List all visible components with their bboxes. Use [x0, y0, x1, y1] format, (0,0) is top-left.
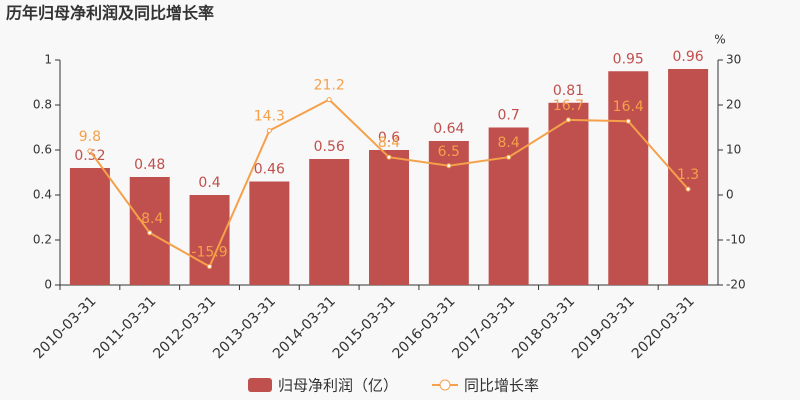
line-point [446, 163, 452, 169]
bar [369, 150, 409, 285]
y-tick-label: 0.4 [33, 188, 52, 202]
line-value-label: 9.8 [79, 129, 101, 145]
line-value-label: -15.9 [191, 245, 227, 261]
line-value-label: 16.7 [553, 98, 584, 114]
y2-tick-label: 10 [726, 143, 741, 157]
line-point [506, 154, 512, 160]
line-value-label: 8.4 [498, 135, 520, 151]
bar [69, 168, 110, 285]
bar-value-label: 0.56 [314, 139, 345, 155]
bar-value-label: 0.46 [254, 162, 285, 178]
legend-bar-swatch [248, 378, 272, 392]
x-tick-label: 2017-03-31 [449, 293, 518, 362]
y2-tick-label: 20 [726, 98, 741, 112]
line-point [87, 148, 93, 154]
bar [249, 181, 290, 285]
x-tick-label: 2015-03-31 [330, 293, 399, 362]
line-value-label: 16.4 [613, 99, 644, 115]
bar [309, 159, 350, 285]
line-value-label: 21.2 [314, 78, 345, 94]
y2-tick-label: -20 [726, 278, 746, 292]
x-tick-label: 2020-03-31 [629, 293, 698, 362]
bar [668, 69, 709, 285]
bar-value-label: 0.48 [134, 157, 165, 173]
y-tick-label: 0.6 [33, 143, 52, 157]
y2-unit: % [714, 33, 725, 47]
y2-tick-label: 30 [726, 53, 741, 67]
bar [548, 102, 589, 285]
line-point [565, 117, 571, 123]
x-tick-label: 2019-03-31 [569, 293, 638, 362]
legend-label: 同比增长率 [464, 377, 539, 395]
line-value-label: 1.3 [677, 167, 699, 183]
x-tick-label: 2018-03-31 [509, 293, 578, 362]
y-tick-label: 0 [44, 278, 52, 292]
y2-tick-label: -10 [726, 233, 746, 247]
bar-value-label: 0.64 [433, 121, 464, 137]
bar [488, 127, 529, 285]
legend-label: 归母净利润（亿） [278, 377, 398, 395]
line-value-label: 6.5 [438, 144, 460, 160]
x-tick-label: 2010-03-31 [31, 293, 100, 362]
y-tick-label: 0.2 [33, 233, 52, 247]
line-point [147, 230, 153, 236]
y-tick-label: 1 [44, 53, 52, 67]
line-point [207, 264, 213, 270]
bar-value-label: 0.96 [673, 49, 704, 65]
y-tick-label: 0.8 [33, 98, 52, 112]
line-value-label: 14.3 [254, 109, 285, 125]
line-value-label: 8.4 [378, 135, 400, 151]
x-tick-label: 2011-03-31 [91, 293, 160, 362]
bar-value-label: 0.7 [498, 108, 520, 124]
bar [608, 71, 649, 285]
line-value-label: -8.4 [136, 211, 163, 227]
x-tick-label: 2013-03-31 [210, 293, 279, 362]
y2-tick-label: 0 [726, 188, 734, 202]
line-point [266, 128, 272, 134]
bar-value-label: 0.6 [378, 130, 400, 146]
bar [428, 141, 469, 285]
line-point [625, 118, 631, 124]
line-point [326, 97, 332, 103]
bar-value-label: 0.4 [198, 175, 220, 191]
x-tick-label: 2014-03-31 [270, 293, 339, 362]
x-tick-label: 2012-03-31 [150, 293, 219, 362]
bar-value-label: 0.81 [553, 83, 584, 99]
bar [189, 195, 230, 285]
bar-value-label: 0.95 [613, 51, 644, 67]
chart-title: 历年归母净利润及同比增长率 [6, 4, 214, 23]
x-tick-label: 2016-03-31 [390, 293, 459, 362]
line-point [685, 186, 691, 192]
legend-line-marker [439, 379, 451, 391]
line-point [386, 154, 392, 160]
